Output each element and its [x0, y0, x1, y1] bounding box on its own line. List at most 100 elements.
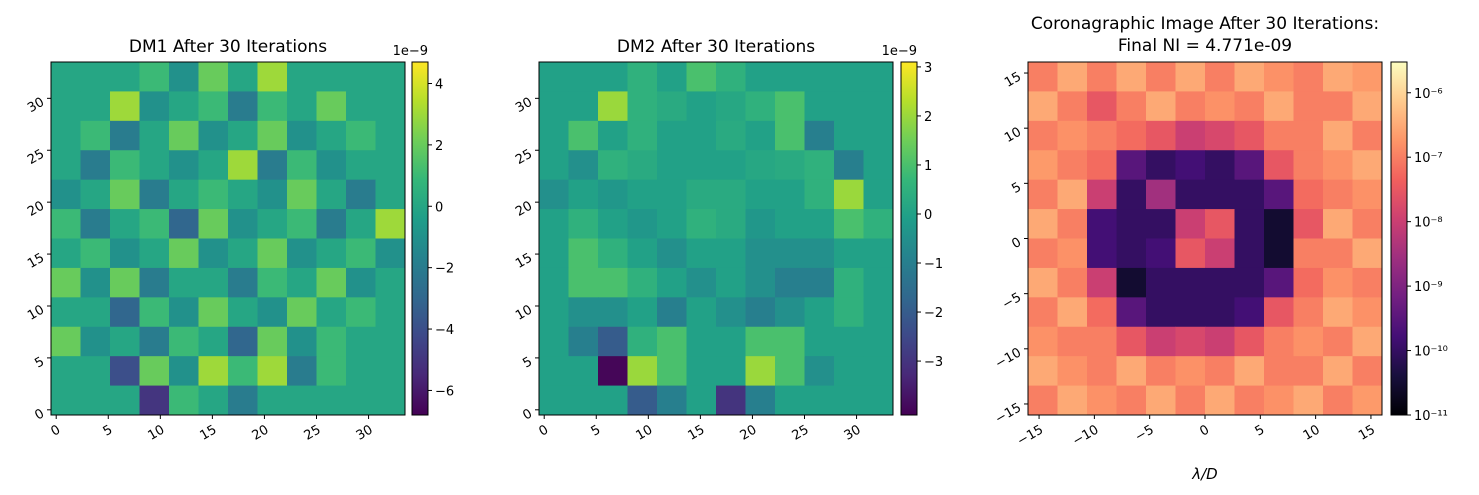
heatmap-cell	[1205, 385, 1235, 416]
x-tick-label: 5	[1253, 422, 1268, 439]
heatmap-cell	[804, 120, 835, 151]
heatmap-cell	[1293, 91, 1324, 122]
heatmap-cell	[598, 91, 628, 122]
chart-title: Coronagraphic Image After 30 Iterations:	[1031, 14, 1379, 34]
heatmap-cell	[1234, 150, 1265, 181]
heatmap-cell	[568, 62, 599, 92]
heatmap-cell	[863, 267, 894, 298]
heatmap-cell	[568, 385, 599, 416]
heatmap-cell	[1087, 91, 1117, 122]
heatmap-cell	[346, 209, 376, 239]
heatmap-cell	[716, 267, 746, 298]
heatmap-cell	[627, 91, 658, 122]
heatmap-cell	[1323, 120, 1353, 151]
heatmap-cell	[346, 326, 376, 357]
heatmap-cell	[169, 385, 199, 416]
heatmap-cell	[169, 238, 199, 269]
heatmap-cell	[287, 209, 317, 239]
heatmap-cell	[375, 62, 406, 92]
heatmap-cell	[169, 91, 199, 122]
heatmap-cell	[1057, 297, 1088, 328]
heatmap-cell	[346, 120, 376, 151]
heatmap-cell	[110, 150, 140, 181]
heatmap-cell	[375, 356, 406, 387]
heatmap-cell	[568, 238, 599, 269]
x-tick-label: 30	[354, 422, 376, 443]
y-tick-label: 5	[520, 354, 535, 371]
heatmap-cell	[686, 91, 717, 122]
heatmap-cell	[627, 62, 658, 92]
heatmap-cell	[198, 326, 229, 357]
heatmap-cell	[627, 209, 658, 239]
heatmap-cell	[775, 209, 805, 239]
heatmap-cell	[1028, 209, 1058, 239]
heatmap-cell	[1028, 150, 1058, 181]
chart-title: DM2 After 30 Iterations	[617, 37, 815, 57]
heatmap-cell	[80, 209, 111, 239]
heatmap-cell	[1116, 150, 1147, 181]
heatmap-cell	[1293, 209, 1324, 239]
heatmap-cell	[1175, 179, 1206, 210]
y-tick-label: 30	[513, 95, 535, 116]
heatmap-cell	[80, 385, 111, 416]
heatmap-cell	[51, 209, 81, 239]
heatmap-cell	[686, 385, 717, 416]
heatmap-cell	[1234, 267, 1265, 298]
heatmap-cell	[1116, 62, 1147, 92]
colorbar-tick-label: 2	[924, 110, 932, 125]
heatmap-cell	[1116, 209, 1147, 239]
heatmap-cell	[863, 120, 894, 151]
heatmap-cell	[346, 385, 376, 416]
heatmap-cell	[1323, 62, 1353, 92]
heatmap-cell	[287, 150, 317, 181]
heatmap-cell	[539, 267, 569, 298]
heatmap-cell	[139, 62, 170, 92]
heatmap-cell	[863, 238, 894, 269]
heatmap-cell	[1293, 238, 1324, 269]
heatmap-cell	[80, 91, 111, 122]
heatmap-cell	[539, 91, 569, 122]
heatmap-cell	[257, 150, 288, 181]
heatmap-cell	[1057, 238, 1088, 269]
heatmap-cell	[1323, 297, 1353, 328]
heatmap-cell	[51, 385, 81, 416]
colorbar-tick-label: 2	[435, 139, 443, 154]
heatmap-cell	[1352, 179, 1383, 210]
heatmap-cell	[1352, 150, 1383, 181]
heatmap-cell	[1146, 385, 1176, 416]
heatmap-cell	[51, 297, 81, 328]
heatmap-cell	[1264, 356, 1294, 387]
heatmap-cell	[51, 120, 81, 151]
heatmap-cell	[1234, 238, 1265, 269]
heatmap-cell	[80, 238, 111, 269]
heatmap-cell	[228, 91, 258, 122]
heatmap-cell	[834, 297, 864, 328]
heatmap-cell	[539, 238, 569, 269]
heatmap-cell	[1234, 120, 1265, 151]
heatmap-cell	[375, 267, 406, 298]
heatmap-cell	[1264, 297, 1294, 328]
axes-frame	[50, 61, 406, 416]
heatmap-cell	[1205, 356, 1235, 387]
heatmap-cell	[1264, 179, 1294, 210]
heatmap-cell	[1205, 267, 1235, 298]
heatmap-cell	[745, 209, 776, 239]
x-tick-label: 30	[842, 422, 864, 443]
heatmap-cell	[716, 238, 746, 269]
x-axis-label: λ/D	[1191, 465, 1217, 483]
heatmap-cell	[598, 238, 628, 269]
colorbar-offset: 1e−9	[393, 44, 428, 59]
heatmap-cell	[169, 120, 199, 151]
heatmap-cell	[1057, 150, 1088, 181]
heatmap-cell	[1352, 62, 1383, 92]
heatmap-cell	[539, 356, 569, 387]
heatmap-cell	[110, 297, 140, 328]
heatmap-cell	[1175, 356, 1206, 387]
x-tick-label: 0	[537, 422, 552, 439]
heatmap-cell	[257, 91, 288, 122]
heatmap-cell	[834, 179, 864, 210]
heatmap-cell	[139, 267, 170, 298]
x-tick-label: −10	[1070, 422, 1101, 449]
heatmap-cell	[1116, 326, 1147, 357]
heatmap-cell	[139, 179, 170, 210]
